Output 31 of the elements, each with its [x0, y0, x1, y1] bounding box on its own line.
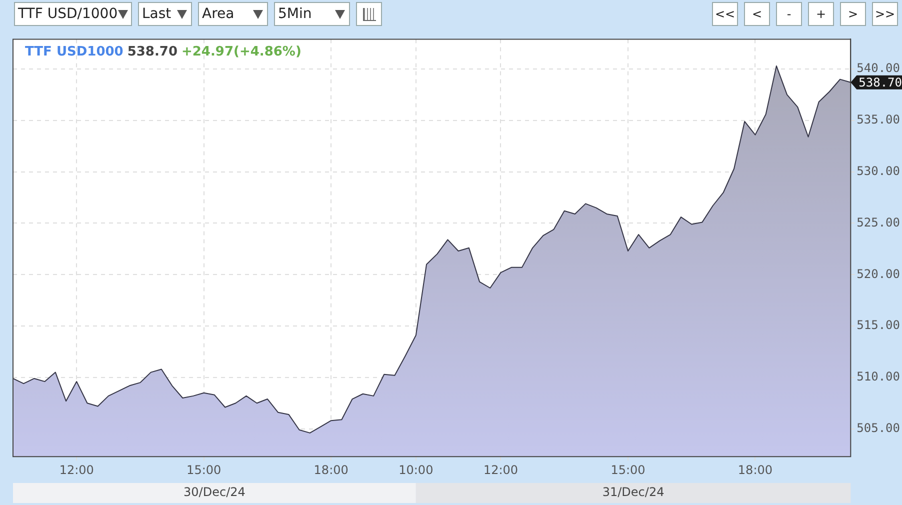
text: 538.70 — [858, 76, 902, 90]
dropdown-field: Area — [198, 2, 268, 26]
nav-button: - — [776, 2, 802, 26]
x-tick-label: 18:00 — [314, 462, 348, 477]
dropdown-field: 5Min — [274, 2, 350, 26]
nav-button: < — [744, 2, 770, 26]
dropdown-field: TTF USD/1000 — [14, 2, 132, 26]
dropdown-field: Last — [138, 2, 192, 26]
y-tick-label: 520.00 — [856, 266, 900, 281]
y-tick-label: 530.00 — [856, 164, 900, 178]
y-tick-label: 515.00 — [856, 318, 900, 332]
x-tick-label: 12:00 — [483, 462, 518, 477]
annotation: 538.70 — [127, 44, 178, 60]
text: 31/Dec/24 — [602, 485, 664, 500]
nav-button: << — [712, 2, 738, 26]
x-tick-label: 15:00 — [610, 462, 646, 477]
x-tick-label: 18:00 — [738, 462, 773, 477]
x-tick-label: 15:00 — [186, 462, 222, 477]
y-tick-label: 535.00 — [856, 112, 900, 127]
y-tick-label: 505.00 — [856, 420, 900, 435]
annotation: +24.97(+4.86%) — [181, 44, 302, 60]
text: 30/Dec/24 — [184, 485, 246, 500]
x-tick-label: 10:00 — [398, 462, 434, 477]
nav-button: > — [840, 2, 866, 26]
y-tick-label: 525.00 — [856, 215, 900, 230]
y-tick-label: 540.00 — [856, 61, 900, 76]
nav-button: >> — [872, 2, 898, 26]
chart-title: TTF USD1000 — [25, 44, 124, 60]
y-tick-label: 510.00 — [856, 370, 900, 384]
nav-button: + — [808, 2, 834, 26]
x-tick-label: 12:00 — [59, 462, 94, 477]
